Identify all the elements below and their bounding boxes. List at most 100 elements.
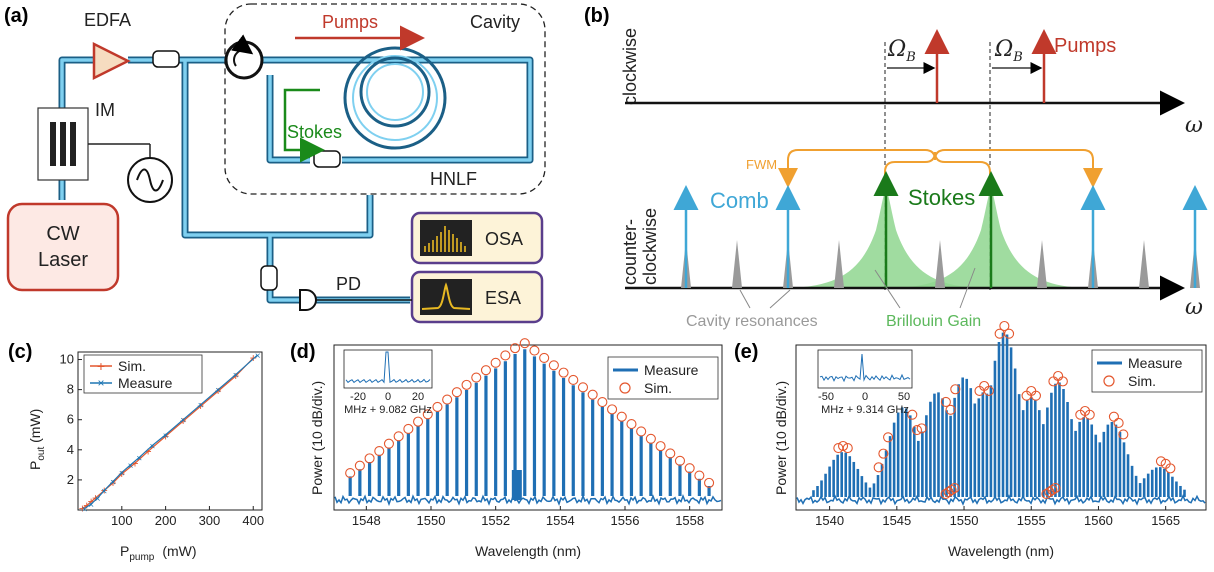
center-noise bbox=[512, 470, 522, 500]
panel-e: (e) 1540 1545 1550 1555 1560 1565 Power (10 d… bbox=[734, 322, 1206, 560]
resonance-peak bbox=[935, 240, 945, 288]
plot-c-ylabel: Pout (mW) bbox=[27, 409, 47, 470]
cavity-resonance-peaks bbox=[681, 240, 1200, 288]
plot-e-xlabel: Wavelength (nm) bbox=[948, 543, 1054, 559]
series-point: × bbox=[215, 386, 221, 397]
series-point: × bbox=[88, 500, 94, 511]
photodiode-icon bbox=[300, 290, 316, 310]
brillouin-gain-label: Brillouin Gain bbox=[886, 313, 981, 330]
resonance-peak bbox=[1139, 240, 1149, 288]
omega-label-top: ω bbox=[1185, 113, 1203, 138]
plot-c-legend: + Sim. × Measure bbox=[84, 355, 202, 393]
panel-b: (b) clockwise ω Pumps ΩB ΩB FWM count bbox=[584, 5, 1203, 330]
series-point: × bbox=[119, 468, 125, 479]
omega-b-label-2: ΩB bbox=[994, 37, 1023, 65]
inset-e-tick-3: 50 bbox=[898, 391, 910, 403]
x-tick-label: 300 bbox=[199, 513, 221, 528]
osa-instrument: OSA bbox=[412, 213, 542, 263]
clockwise-label: clockwise bbox=[620, 28, 640, 105]
series-point: × bbox=[136, 453, 142, 464]
resonance-peak bbox=[1037, 240, 1047, 288]
plot-c-xlabel: Ppump (mW) bbox=[120, 543, 197, 563]
resonance-peak bbox=[732, 240, 742, 288]
pumps-label: Pumps bbox=[322, 12, 378, 32]
panel-d: (d) 1548 1550 1552 1554 1556 1558 Power (10 d… bbox=[290, 339, 722, 559]
hnlf-label: HNLF bbox=[430, 169, 477, 189]
plot-e-inset: -50 0 50 MHz + 9.314 GHz bbox=[818, 350, 912, 416]
hnlf-coil bbox=[345, 48, 445, 148]
circulator bbox=[226, 42, 262, 78]
omega-b-label-1: ΩB bbox=[887, 37, 916, 65]
inset-d-tick-2: 0 bbox=[385, 391, 391, 403]
omega-label-bottom: ω bbox=[1185, 295, 1203, 320]
y-tick-label: 2 bbox=[67, 472, 74, 487]
x-tick-label: 100 bbox=[111, 513, 133, 528]
series-point: × bbox=[233, 371, 239, 382]
y-tick-label: 4 bbox=[67, 442, 74, 457]
y-tick-label: 10 bbox=[60, 352, 74, 367]
laser-label-line2: Laser bbox=[38, 249, 88, 271]
pumps-label-b: Pumps bbox=[1054, 35, 1116, 57]
coupler-3 bbox=[261, 266, 277, 290]
legend-e-measure: Measure bbox=[1128, 355, 1183, 371]
esa-label: ESA bbox=[485, 288, 521, 308]
series-point: × bbox=[198, 401, 204, 412]
x-tick-label: 200 bbox=[155, 513, 177, 528]
osa-label: OSA bbox=[485, 229, 523, 249]
edfa-amplifier bbox=[94, 44, 128, 78]
x-tick-label: 1565 bbox=[1151, 513, 1180, 528]
plot-e-ylabel: Power (10 dB/div.) bbox=[773, 381, 789, 495]
esa-instrument: ESA bbox=[412, 272, 542, 322]
legend-c-sim: Sim. bbox=[118, 358, 146, 374]
laser-label-line1: CW bbox=[46, 223, 79, 245]
panel-b-label: (b) bbox=[584, 5, 610, 27]
x-tick-label: 1560 bbox=[1084, 513, 1113, 528]
series-point: × bbox=[180, 416, 186, 427]
panel-a-label: (a) bbox=[4, 5, 28, 27]
rf-source-icon bbox=[128, 158, 172, 202]
panel-d-label: (d) bbox=[290, 341, 316, 363]
x-tick-label: 1554 bbox=[546, 513, 575, 528]
ccw-label-2: clockwise bbox=[640, 208, 660, 285]
sim-marker bbox=[1005, 329, 1014, 338]
series-point: × bbox=[82, 504, 88, 515]
x-tick-label: 1558 bbox=[675, 513, 704, 528]
inset-e-xlabel: MHz + 9.314 GHz bbox=[821, 404, 909, 416]
ccw-label-1: counter- bbox=[620, 219, 640, 285]
resonance-peak bbox=[834, 240, 844, 288]
svg-text:+: + bbox=[97, 358, 105, 374]
x-tick-label: 1548 bbox=[352, 513, 381, 528]
im-label: IM bbox=[95, 100, 115, 120]
plot-d-ylabel: Power (10 dB/div.) bbox=[309, 381, 325, 495]
edfa-label: EDFA bbox=[84, 10, 131, 30]
legend-d-measure: Measure bbox=[644, 362, 699, 378]
x-tick-label: 1556 bbox=[611, 513, 640, 528]
series-point: × bbox=[128, 461, 134, 472]
x-tick-label: 1555 bbox=[1017, 513, 1046, 528]
panel-a: (a) EDFA bbox=[4, 4, 545, 322]
panel-e-label: (e) bbox=[734, 341, 758, 363]
inset-d-tick-1: -20 bbox=[350, 391, 366, 403]
series-point: × bbox=[150, 441, 156, 452]
series-point: × bbox=[110, 477, 116, 488]
x-tick-label: 1545 bbox=[882, 513, 911, 528]
x-tick-label: 1540 bbox=[815, 513, 844, 528]
x-tick-label: 1550 bbox=[417, 513, 446, 528]
pd-label: PD bbox=[336, 274, 361, 294]
plot-d-xlabel: Wavelength (nm) bbox=[475, 543, 581, 559]
plot-d-inset: -20 0 20 MHz + 9.082 GHz bbox=[344, 350, 432, 416]
coupler-2 bbox=[314, 151, 340, 167]
y-tick-label: 6 bbox=[67, 412, 74, 427]
series-point: × bbox=[163, 431, 169, 442]
y-tick-label: 8 bbox=[67, 382, 74, 397]
x-tick-label: 1550 bbox=[950, 513, 979, 528]
series-point: × bbox=[101, 486, 107, 497]
svg-text:×: × bbox=[97, 376, 104, 390]
cavity-label: Cavity bbox=[470, 12, 520, 32]
comb-label: Comb bbox=[710, 188, 769, 213]
legend-d-sim: Sim. bbox=[644, 380, 672, 396]
stokes-label: Stokes bbox=[287, 122, 342, 142]
x-tick-label: 1552 bbox=[481, 513, 510, 528]
fwm-label: FWM bbox=[746, 157, 777, 172]
